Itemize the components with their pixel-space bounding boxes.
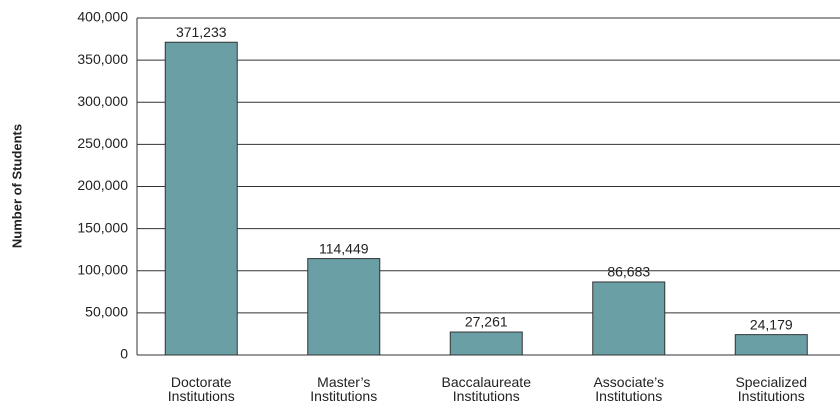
x-tick-label: Master’s Institutions: [310, 374, 377, 404]
x-tick-label: Doctorate Institutions: [168, 374, 235, 404]
value-label: 86,683: [607, 264, 650, 280]
y-tick-label: 50,000: [85, 304, 128, 320]
y-tick-label: 0: [120, 346, 128, 362]
bar: [734, 334, 808, 356]
value-label: 114,449: [319, 240, 369, 256]
value-label: 371,233: [176, 24, 227, 40]
value-label: 27,261: [465, 314, 508, 330]
x-tick-label: Baccalaureate Institutions: [441, 374, 531, 404]
x-tick-label: Specialized Institutions: [735, 374, 807, 404]
bar: [592, 281, 666, 356]
x-tick-label: Associate’s Institutions: [593, 374, 664, 404]
value-label: 24,179: [750, 316, 793, 332]
y-tick-label: 250,000: [77, 135, 128, 151]
y-axis-label: Number of Students: [9, 124, 24, 248]
bar: [307, 258, 381, 356]
y-tick-label: 300,000: [77, 93, 128, 109]
y-tick-label: 100,000: [77, 261, 128, 277]
y-tick-label: 400,000: [77, 9, 128, 25]
bar: [449, 331, 523, 356]
bar: [164, 41, 238, 356]
y-tick-label: 150,000: [77, 219, 128, 235]
y-tick-label: 200,000: [77, 177, 128, 193]
y-tick-label: 350,000: [77, 51, 128, 67]
